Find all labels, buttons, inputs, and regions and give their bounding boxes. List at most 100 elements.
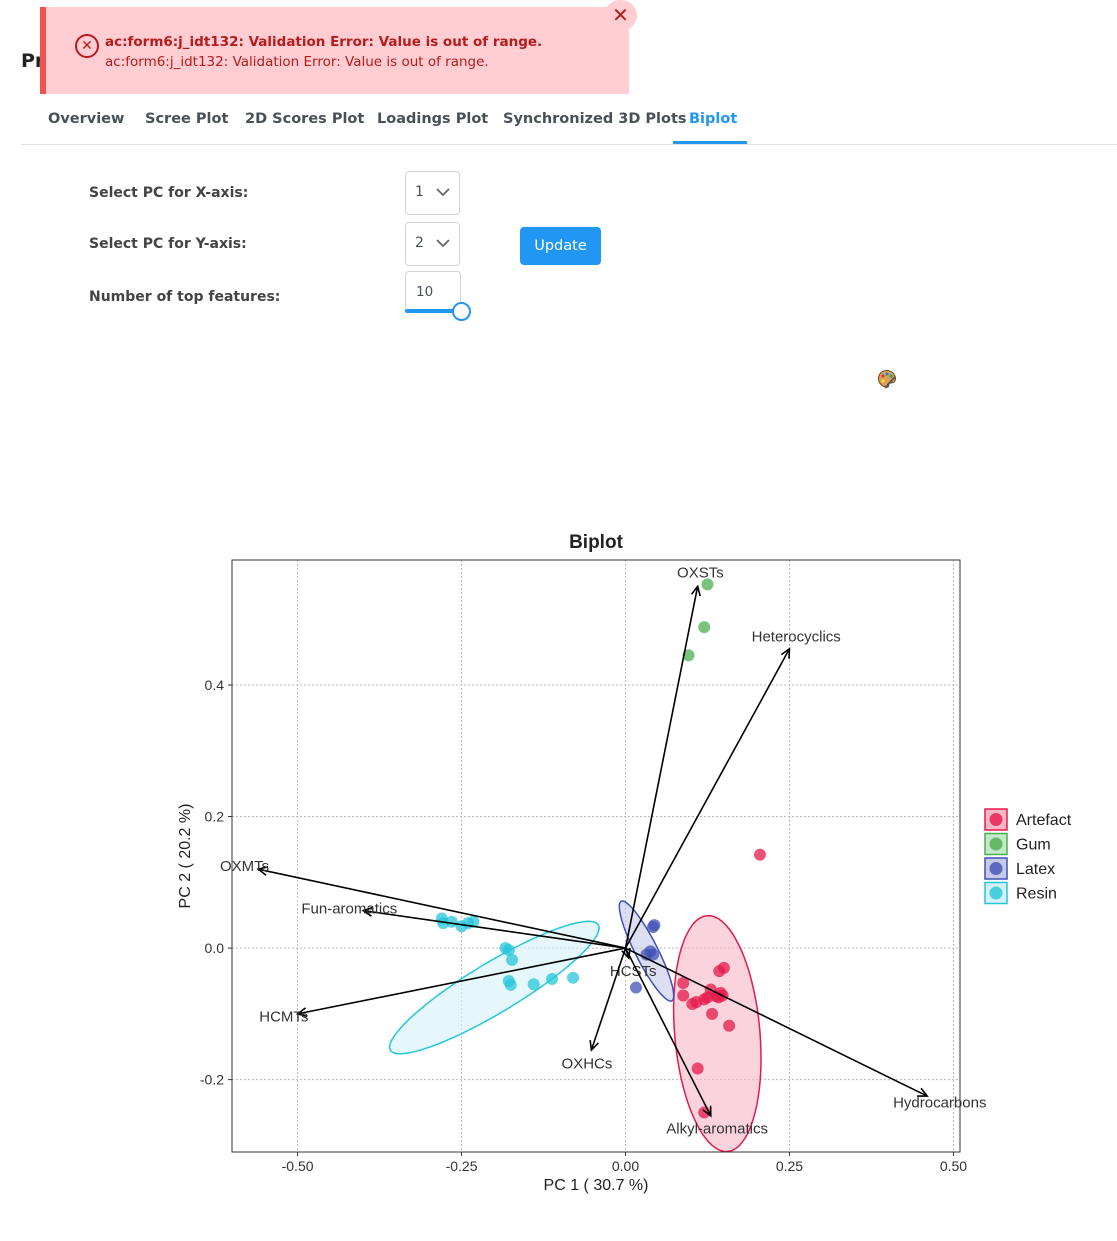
tab-overview[interactable]: Overview <box>48 111 125 127</box>
arrowhead <box>295 1007 308 1018</box>
legend-marker <box>989 886 1003 900</box>
loading-arrow <box>590 947 627 1051</box>
legend-label: Latex <box>1016 861 1055 878</box>
loading-label: Fun-aromatics <box>301 901 397 918</box>
error-summary: ac:form6:j_idt132: Validation Error: Val… <box>105 34 543 50</box>
y-axis-label: Select PC for Y-axis: <box>89 236 247 252</box>
point-gum <box>701 578 714 591</box>
point-resin <box>455 920 468 933</box>
loading-arrow <box>625 947 928 1097</box>
x-tick-label: 0.00 <box>612 1158 639 1174</box>
chevron-down-icon <box>436 188 450 197</box>
ellipse-resin <box>388 920 600 1055</box>
point-artefact <box>677 989 690 1002</box>
tab-2d-scores-plot[interactable]: 2D Scores Plot <box>245 111 365 127</box>
point-artefact <box>723 1019 736 1032</box>
loading-label: OXHCs <box>562 1055 613 1072</box>
top-features-slider-track[interactable] <box>405 309 460 313</box>
arrowhead <box>780 647 791 659</box>
point-resin <box>502 944 515 957</box>
tab-synchronized-3d-plots[interactable]: Synchronized 3D Plots <box>503 111 687 127</box>
loading-label: Hydrocarbons <box>893 1094 986 1111</box>
loading-arrow <box>258 868 626 949</box>
plot-frame <box>231 559 961 1153</box>
arrowhead <box>361 906 373 917</box>
top-features-label: Number of top features: <box>89 289 281 305</box>
loading-arrow <box>363 909 626 949</box>
tab-loadings-plot[interactable]: Loadings Plot <box>377 111 489 127</box>
loading-arrow <box>624 586 699 949</box>
top-features-value: 10 <box>416 284 434 300</box>
legend-marker <box>989 813 1003 826</box>
point-artefact <box>677 976 690 989</box>
loading-arrow <box>624 648 791 949</box>
loading-label: OXMTs <box>220 858 269 875</box>
loading-label: HCSTs <box>610 963 657 980</box>
y-axis-title: PC 2 ( 20.2 %) <box>177 804 194 909</box>
loading-label: OXSTs <box>677 565 724 582</box>
point-gum <box>698 621 711 634</box>
point-resin <box>506 953 519 966</box>
point-artefact <box>753 848 766 861</box>
point-artefact <box>686 998 699 1010</box>
legend-marker <box>989 837 1003 851</box>
x-axis-title: PC 1 ( 30.7 %) <box>544 1177 649 1194</box>
x-axis-label: Select PC for X-axis: <box>89 185 249 201</box>
error-circle-x-icon: ✕ <box>75 34 99 58</box>
point-resin <box>527 978 540 991</box>
point-resin <box>504 978 517 991</box>
point-resin <box>467 915 480 928</box>
error-message: ✕ ac:form6:j_idt132: Validation Error: V… <box>40 7 629 94</box>
point-resin <box>437 917 450 930</box>
y-axis-select[interactable]: 2 <box>405 222 460 266</box>
loading-label: Heterocyclics <box>752 629 841 646</box>
point-gum <box>682 649 695 662</box>
tab-biplot[interactable]: Biplot <box>689 111 738 127</box>
x-tick-label: -0.25 <box>446 1158 478 1174</box>
y-tick-label: -0.2 <box>200 1072 224 1088</box>
x-axis-select-value: 1 <box>415 184 424 200</box>
loading-label: HCMTs <box>259 1009 308 1026</box>
legend-label: Artefact <box>1016 812 1072 829</box>
point-latex <box>630 981 643 994</box>
point-artefact <box>713 965 726 978</box>
arrowhead <box>589 1040 599 1052</box>
error-detail: ac:form6:j_idt132: Validation Error: Val… <box>105 54 489 70</box>
legend-marker <box>989 862 1003 875</box>
y-tick-label: 0.2 <box>205 809 225 825</box>
loading-arrow <box>624 947 712 1117</box>
tab-scree-plot[interactable]: Scree Plot <box>145 111 229 127</box>
tab-bar: Overview Scree Plot 2D Scores Plot Loadi… <box>21 100 1117 145</box>
point-resin <box>546 973 559 986</box>
point-artefact <box>706 1007 719 1020</box>
arrowhead <box>702 1105 712 1118</box>
point-latex <box>647 921 660 934</box>
error-text: ac:form6:j_idt132: Validation Error: Val… <box>105 32 615 72</box>
active-tab-indicator <box>673 141 747 144</box>
x-tick-label: 0.50 <box>940 1158 967 1174</box>
top-features-slider-handle[interactable] <box>452 302 471 321</box>
x-tick-label: -0.50 <box>282 1158 314 1174</box>
close-icon[interactable]: ✕ <box>604 0 637 31</box>
legend-label: Resin <box>1016 886 1057 903</box>
update-button[interactable]: Update <box>520 227 601 265</box>
point-resin <box>567 971 580 984</box>
point-latex <box>647 948 660 961</box>
page-title: Pr <box>21 50 45 72</box>
loading-label: Alkyl-aromatics <box>666 1120 768 1137</box>
palette-icon[interactable] <box>877 369 897 389</box>
y-axis-select-value: 2 <box>415 235 424 251</box>
top-features-input[interactable]: 10 <box>405 271 461 311</box>
x-axis-select[interactable]: 1 <box>405 171 460 215</box>
y-tick-label: 0.4 <box>205 677 225 693</box>
y-tick-label: 0.0 <box>205 940 225 956</box>
legend-label: Gum <box>1016 837 1051 854</box>
x-tick-label: 0.25 <box>776 1158 803 1174</box>
loading-arrow <box>297 947 626 1015</box>
ellipse-artefact <box>672 914 762 1153</box>
chevron-down-icon <box>436 239 450 248</box>
arrowhead <box>256 866 269 876</box>
arrowhead <box>690 584 701 597</box>
chart-title: Biplot <box>569 532 623 553</box>
